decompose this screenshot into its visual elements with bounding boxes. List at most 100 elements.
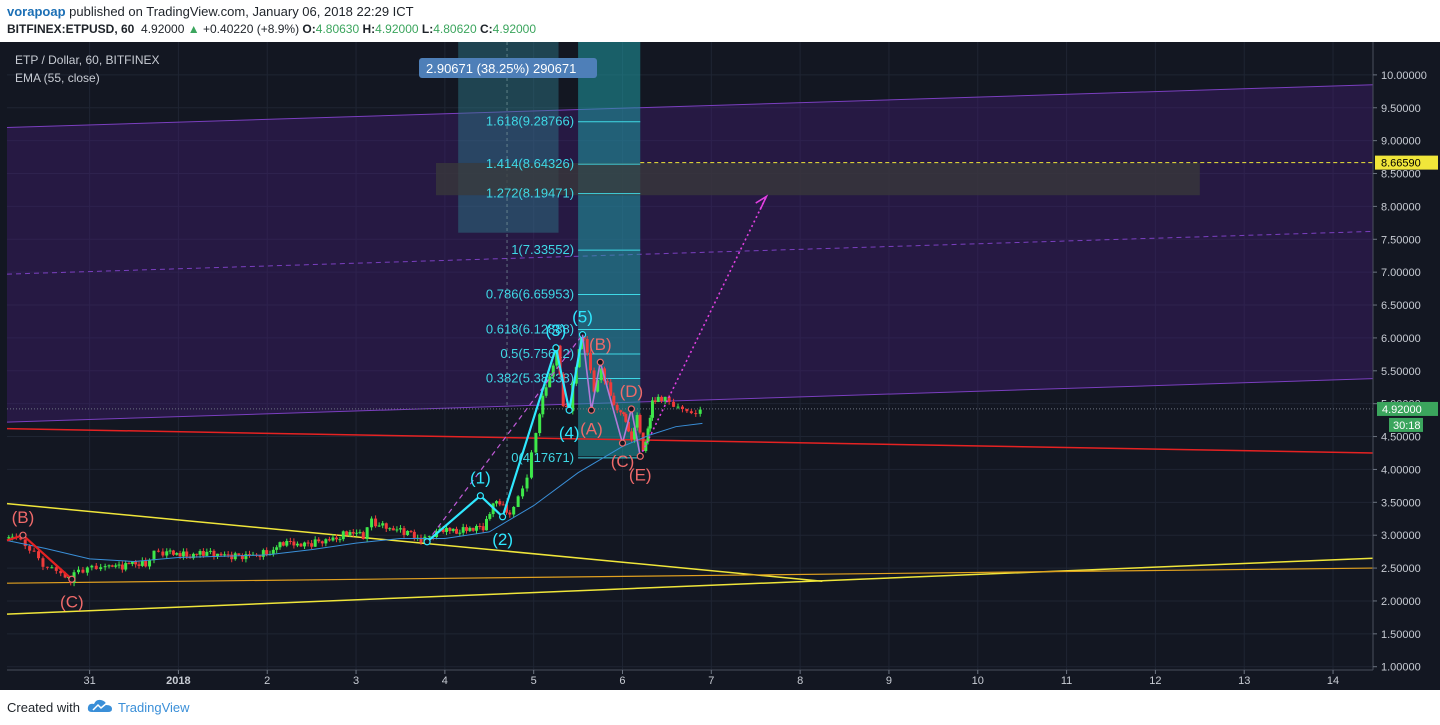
candle-body [558, 345, 562, 375]
fib-extension: 1.618(9.28766) 1.414(8.64326) 1.272(8.1947… [486, 114, 641, 465]
grid [7, 42, 1373, 670]
wave-point [627, 405, 635, 413]
candle-body [295, 543, 299, 546]
candle-body [341, 531, 345, 540]
price-tick-label: 9.00000 [1381, 136, 1421, 148]
time-tick-label: 11 [1061, 675, 1072, 687]
candle-body [494, 501, 498, 504]
up-arrow-icon: ▲ [187, 22, 200, 36]
correction-wave-line [581, 334, 642, 457]
candle-body [63, 573, 67, 578]
candle-body [99, 567, 103, 570]
projection-arrowhead [755, 194, 769, 211]
candle-body [445, 527, 449, 532]
candle-body [191, 553, 195, 559]
candle-body [384, 523, 388, 529]
price-tick-label: 4.00000 [1381, 464, 1421, 476]
impulse-wave-label: (3) [545, 321, 566, 340]
price-chart[interactable]: 1.618(9.28766) 1.414(8.64326) 1.272(8.1947… [0, 42, 1440, 690]
candle-body [195, 553, 199, 555]
footer: Created with TradingView [0, 690, 1440, 725]
candle-body [148, 560, 152, 567]
price-change: +0.40220 (+8.9%) [203, 22, 300, 36]
price-tick-label: 1.50000 [1381, 629, 1421, 641]
early-wave-label: (B) [12, 508, 35, 527]
indicator-legend[interactable]: EMA (55, close) [15, 71, 100, 85]
candle-body [161, 551, 165, 556]
candle-body [303, 542, 307, 547]
symbol-quote-line: BITFINEX:ETPUSD, 60 4.92000 ▲ +0.40220 (… [7, 22, 536, 36]
candle-body [635, 414, 639, 428]
candle-body [310, 543, 314, 547]
early-wave-label: (C) [60, 592, 84, 611]
candle-body [244, 554, 248, 560]
candle-body [45, 566, 49, 568]
fib-level-label: 0.786(6.65953) [486, 287, 574, 302]
price-axis[interactable]: 10.00000 9.50000 9.00000 8.50000 8.00000 7.50… [1372, 42, 1440, 690]
candle-body [589, 352, 593, 371]
candle-body [374, 518, 378, 527]
candle-body [512, 506, 516, 515]
price-tick-label: 7.50000 [1381, 234, 1421, 246]
candle-body [358, 532, 362, 534]
yellow-resistance-line [6, 502, 823, 582]
candle-body [525, 477, 529, 489]
candle-body [663, 396, 667, 402]
candle-body [571, 383, 575, 412]
candle-body [23, 539, 27, 547]
price-tick-label: 6.50000 [1381, 300, 1421, 312]
candle-body [481, 526, 485, 531]
chart-area[interactable]: 1.618(9.28766) 1.414(8.64326) 1.272(8.1947… [0, 42, 1440, 690]
candle-body [171, 550, 175, 555]
candle-body [41, 558, 45, 567]
candle-body [230, 554, 234, 560]
candle-body [306, 542, 310, 544]
candle-body [28, 546, 32, 551]
candle-body [596, 380, 600, 392]
candle-body [498, 501, 502, 505]
candle-body [205, 551, 209, 556]
candle-body [288, 541, 292, 543]
candle-body [656, 396, 660, 402]
price-tick-label: 3.50000 [1381, 497, 1421, 509]
candle-body [484, 518, 488, 531]
candle-body [165, 551, 169, 556]
time-tick-label: 7 [708, 675, 714, 687]
author-link[interactable]: vorapoap [7, 4, 66, 19]
candle-body [185, 551, 189, 557]
created-with-text: Created with [7, 700, 80, 715]
candle-body [331, 537, 335, 541]
candle-body [94, 565, 98, 570]
price-axis-background [1373, 42, 1440, 690]
tradingview-cloud-icon[interactable] [87, 698, 113, 714]
high-value: 4.92000 [375, 22, 419, 36]
candle-body [317, 539, 321, 542]
candle-body [680, 406, 684, 410]
impulse-wave-line [426, 334, 584, 543]
candle-body [508, 512, 512, 515]
candle-body [391, 528, 395, 531]
candle-body [114, 565, 118, 567]
candle-body [548, 376, 552, 388]
time-axis[interactable]: 31 2018 2 3 4 5 6 7 8 9 10 11 12 13 14 [7, 669, 1373, 687]
yellow-support-line [6, 557, 1374, 615]
candle-body [448, 527, 452, 531]
candle-body [488, 514, 492, 519]
candle-body [140, 560, 144, 566]
correction-wave-label: (B) [589, 335, 612, 354]
projection-arrow-line [639, 196, 768, 457]
price-tick-label: 7.00000 [1381, 267, 1421, 279]
candle-body [212, 550, 216, 557]
candle-body [107, 565, 111, 567]
channel-bottom-line [6, 378, 1374, 423]
candle-body [215, 553, 219, 557]
channel-top-line [6, 84, 1374, 128]
red-support-line [6, 427, 1374, 454]
close-label: C: [479, 22, 493, 36]
tradingview-brand[interactable]: TradingView [118, 700, 190, 715]
time-tick-label: 2018 [166, 675, 190, 687]
candle-body [130, 561, 134, 564]
fib-level-label: 0(4.17671) [511, 450, 574, 465]
candle-body [606, 381, 610, 383]
candle-body [201, 551, 205, 556]
